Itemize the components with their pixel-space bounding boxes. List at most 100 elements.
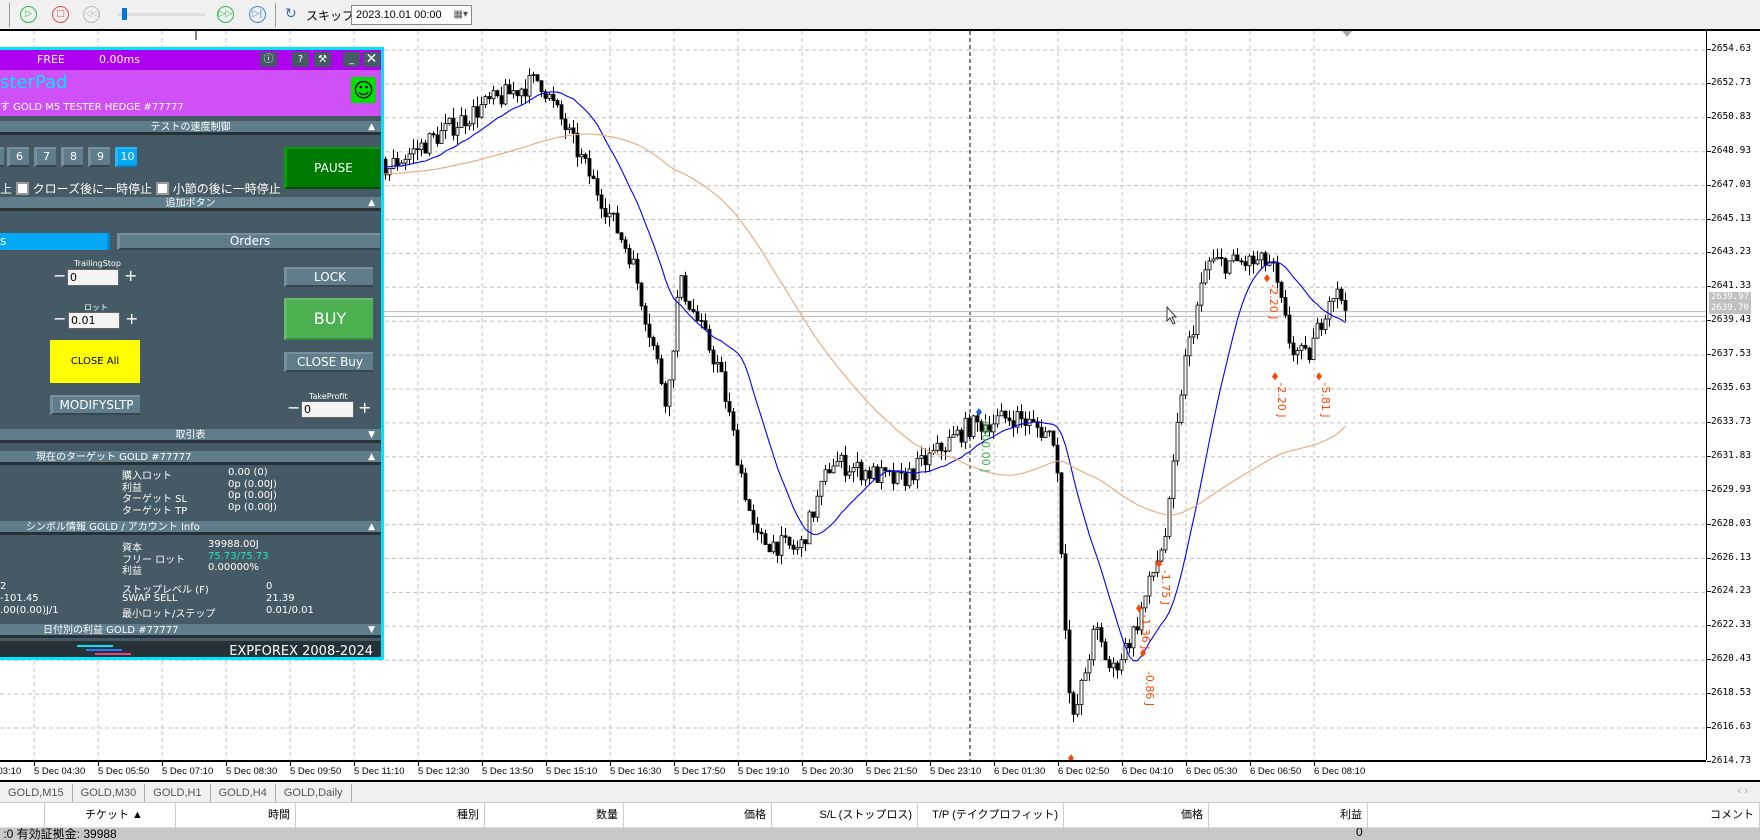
trailing-minus-button[interactable]: − (53, 266, 67, 285)
speed-button[interactable] (0, 147, 4, 167)
candle-body (1331, 298, 1336, 302)
lot-input[interactable]: 0.01 (68, 312, 120, 329)
column-header[interactable]: チケット ▲ (45, 803, 176, 828)
speed-button-10[interactable]: 10 (115, 147, 137, 167)
column-header[interactable]: T/P (テイクプロフィット) (918, 803, 1064, 828)
symbol-section-header[interactable]: シンボル情報 GOLD / アカウント Info ▲ (0, 521, 381, 535)
panel-titlebar[interactable]: FREE 0.00ms ⓘ ? ⚒ _ ✕ (0, 50, 381, 70)
column-header[interactable]: コメント (1368, 803, 1760, 828)
target-section-header[interactable]: 現在のターゲット GOLD #77777 ▲ (0, 451, 381, 465)
column-header[interactable]: 価格 (1064, 803, 1209, 828)
candle-body (411, 148, 416, 155)
speed-section-header[interactable]: テストの速度制御 ▲ (0, 121, 381, 135)
price-tick-label: 2650.83 (1706, 110, 1752, 122)
speed-button-9[interactable]: 9 (88, 147, 110, 167)
close-all-button[interactable]: CLOSE All (50, 340, 140, 383)
fast-forward-icon[interactable]: ▷▷ (217, 6, 234, 23)
lot-plus-button[interactable]: + (125, 309, 139, 328)
candle-body (1191, 334, 1196, 338)
tab-orders[interactable]: Orders (117, 233, 380, 250)
column-header[interactable]: 数量 (485, 803, 624, 828)
candle-body (1075, 704, 1080, 715)
tab-gold-h4[interactable]: GOLD,H4 (211, 784, 276, 802)
symbol-row-value: 0 (266, 581, 273, 592)
pause-after-bar-checkbox[interactable] (155, 182, 169, 195)
help-icon[interactable]: ? (292, 52, 309, 67)
column-header[interactable]: 時間 (176, 803, 296, 828)
tab-positions[interactable]: s (0, 233, 110, 250)
rewind-icon[interactable]: ◁◁ (83, 6, 100, 23)
speed-button-6[interactable]: 6 (7, 147, 29, 167)
pause-after-bar-label[interactable]: 小節の後に一時停止 (172, 182, 281, 196)
skip-icon[interactable]: ↻ (285, 6, 297, 22)
candle-body (987, 424, 992, 433)
candle-body (1319, 322, 1324, 330)
column-header[interactable]: 価格 (624, 803, 772, 828)
lot-minus-button[interactable]: − (53, 309, 67, 328)
pause-after-close-label[interactable]: クローズ後に一時停止 (32, 182, 153, 196)
tab-gold-daily[interactable]: GOLD,Daily (276, 784, 352, 802)
tp-plus-button[interactable]: + (358, 398, 372, 417)
speed-button-7[interactable]: 7 (34, 147, 56, 167)
lot-label: ロット (84, 303, 108, 312)
scroll-arrows-icon[interactable]: ‹ › (1737, 785, 1748, 797)
trailing-stop-input[interactable]: 0 (67, 269, 119, 286)
column-header[interactable]: 種別 (296, 803, 485, 828)
pause-button[interactable]: PAUSE (284, 147, 380, 189)
trailing-plus-button[interactable]: + (124, 266, 138, 285)
collapse-arrow-icon[interactable]: ▲ (368, 452, 375, 462)
candle-body (559, 104, 564, 120)
candle-body (867, 470, 872, 479)
play-icon[interactable]: ▷ (20, 6, 37, 23)
candle-body (1071, 692, 1076, 715)
calendar-icon[interactable]: ▦▾ (453, 9, 468, 20)
expand-arrow-icon[interactable]: ▼ (368, 625, 375, 635)
speed-button-8[interactable]: 8 (61, 147, 83, 167)
pause-after-close-checkbox[interactable] (15, 182, 29, 195)
candle-body (967, 417, 972, 437)
tab-gold-h1[interactable]: GOLD,H1 (145, 784, 211, 802)
settings-icon[interactable]: ⚒ (314, 52, 331, 67)
slider-thumb[interactable] (122, 8, 128, 20)
lock-button[interactable]: LOCK (284, 267, 373, 287)
close-icon[interactable]: ✕ (363, 52, 380, 67)
buy-button[interactable]: BUY (284, 298, 373, 340)
minimize-icon[interactable]: _ (343, 52, 360, 67)
daily-profit-section-header[interactable]: 日付別の利益 GOLD #77777 ▼ (0, 624, 381, 638)
skip-button[interactable]: スキップ (306, 9, 355, 23)
candle-body (747, 499, 752, 511)
speed-slider[interactable] (118, 8, 205, 20)
collapse-arrow-icon[interactable]: ▲ (368, 122, 375, 132)
tab-gold-m30[interactable]: GOLD,M30 (73, 784, 146, 802)
candle-body (1115, 662, 1120, 671)
column-header[interactable]: S/L (ストップロス) (772, 803, 918, 828)
candle-body (851, 467, 856, 473)
candle-body (1163, 535, 1168, 551)
expand-arrow-icon[interactable]: ▼ (368, 430, 375, 440)
collapse-arrow-icon[interactable]: ▲ (368, 522, 375, 532)
extra-buttons-section-header[interactable]: 追加ボタン ▲ (0, 197, 381, 211)
collapse-arrow-icon[interactable]: ▲ (368, 198, 375, 208)
tp-minus-button[interactable]: − (287, 398, 301, 417)
close-buy-button[interactable]: CLOSE Buy (284, 352, 373, 372)
stop-icon[interactable]: □ (52, 6, 69, 23)
modify-sltp-button[interactable]: MODIFYSLTP (50, 395, 140, 415)
logo-icon (77, 645, 113, 647)
time-tick-label: 5 Dec 11:10 (354, 762, 405, 777)
candle-body (1031, 418, 1036, 423)
take-profit-input[interactable]: 0 (301, 401, 354, 418)
info-icon[interactable]: ⓘ (260, 52, 277, 67)
target-row-label: ターゲット TP (122, 505, 188, 517)
candle-body (1015, 411, 1020, 428)
column-header[interactable]: 利益 (1209, 803, 1368, 828)
step-icon[interactable]: ▷| (249, 6, 266, 23)
date-input[interactable]: 2023.10.01 00:00 ▦▾ (351, 5, 472, 25)
trade-table-section-header[interactable]: 取引表 ▼ (0, 429, 381, 443)
tab-gold-m15[interactable]: GOLD,M15 (0, 784, 73, 802)
candle-body (387, 168, 392, 176)
account-row-label: フリー ロット (122, 554, 186, 566)
testerpad-panel[interactable]: FREE 0.00ms ⓘ ? ⚒ _ ✕ sterPad す GOLD M5 … (0, 47, 384, 660)
candle-body (971, 415, 976, 437)
candle-body (519, 88, 524, 97)
candle-body (471, 106, 476, 125)
